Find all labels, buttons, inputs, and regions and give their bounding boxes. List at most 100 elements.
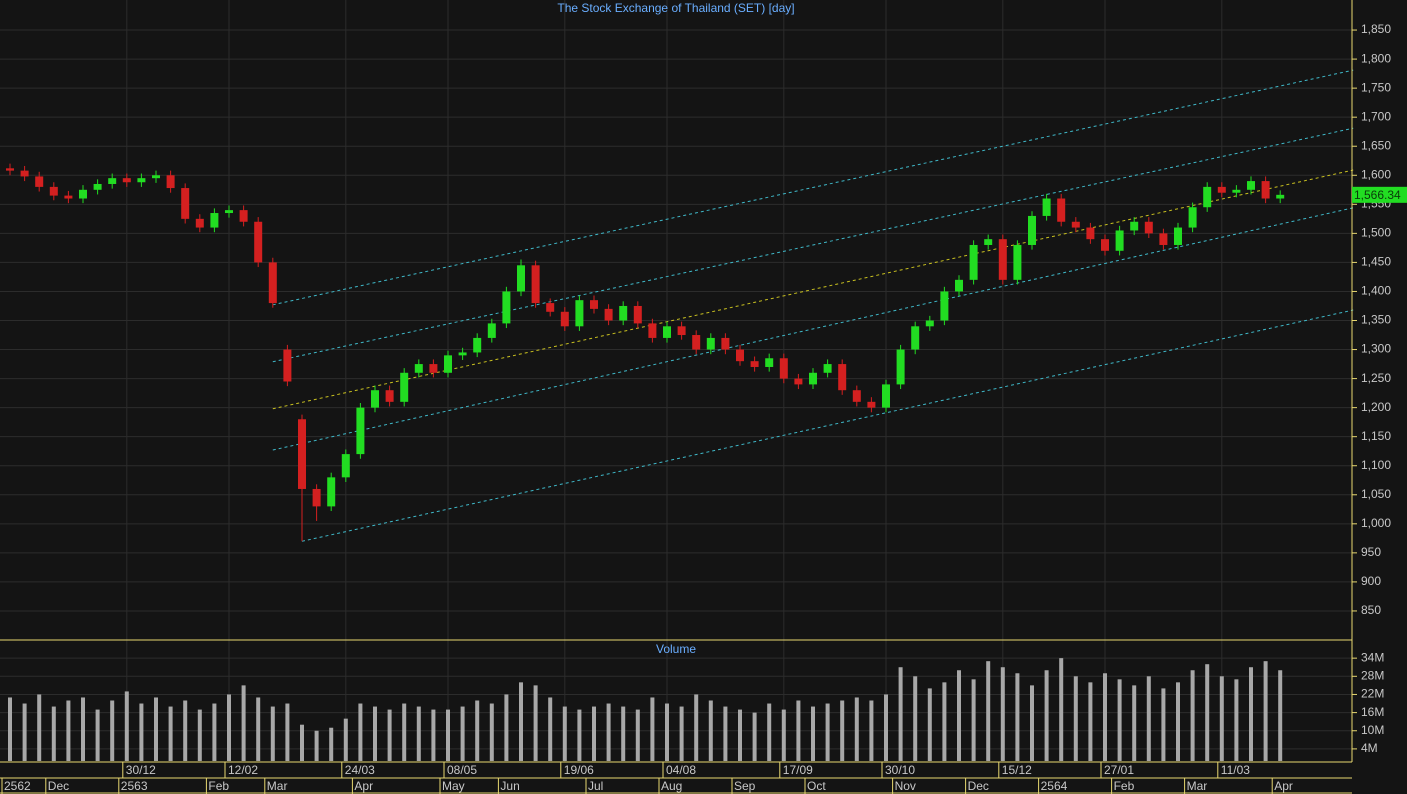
volume-bar (81, 697, 85, 761)
candle-body (867, 401, 876, 408)
candle-body (502, 291, 511, 324)
volume-bar (66, 700, 71, 761)
candle-body (444, 355, 452, 373)
volume-bar (986, 661, 991, 761)
y-tick-label: 34M (1361, 650, 1384, 664)
volume-bar (1073, 676, 1078, 761)
candle-body (35, 176, 44, 187)
volume-bar (840, 700, 845, 761)
candle-body (312, 488, 321, 507)
candle-body (1013, 244, 1022, 280)
period-label: 2563 (121, 779, 148, 793)
candle-body (1057, 198, 1066, 222)
volume-bar (1278, 670, 1283, 761)
volume-bar (621, 706, 626, 761)
candle-body (414, 364, 423, 373)
period-label: Jun (500, 779, 519, 793)
volume-bar (1161, 688, 1166, 761)
volume-title: Volume (656, 642, 696, 656)
candle-body (546, 303, 555, 312)
y-tick-label: 28M (1361, 668, 1384, 682)
candle-body (6, 168, 14, 171)
y-tick-label: 10M (1361, 723, 1384, 737)
candle-body (371, 390, 379, 408)
period-label: 2564 (1041, 779, 1068, 793)
trend-channel-line (301, 309, 1354, 542)
volume-bar (446, 709, 450, 761)
candle-body (64, 195, 73, 199)
y-tick-label: 1,100 (1361, 458, 1391, 472)
volume-bar (1015, 673, 1020, 761)
y-tick-label: 1,050 (1361, 487, 1391, 501)
volume-bar (110, 700, 115, 761)
y-tick-label: 1,800 (1361, 51, 1391, 65)
candle-body (882, 384, 890, 408)
candle-body (1130, 221, 1139, 231)
volume-bar (1176, 682, 1180, 761)
volume-bar (1146, 676, 1151, 761)
candle-body (575, 300, 584, 327)
y-tick-label: 900 (1361, 574, 1381, 588)
volume-bar (752, 712, 757, 761)
candle-body (779, 358, 788, 379)
candle-body (283, 349, 292, 382)
candle-body (925, 320, 934, 327)
volume-bar (971, 679, 976, 761)
candle-body (1188, 207, 1197, 228)
volume-bar (154, 697, 158, 761)
y-tick-label: 1,350 (1361, 313, 1391, 327)
volume-bar (519, 682, 523, 761)
volume-bar (314, 730, 319, 761)
volume-bar (1205, 664, 1210, 761)
volume-bar (913, 676, 918, 761)
y-tick-label: 1,300 (1361, 342, 1391, 356)
volume-bar (416, 706, 421, 761)
x-tick-label: 12/02 (228, 763, 258, 777)
period-label: Dec (968, 779, 989, 793)
volume-bar (124, 691, 129, 761)
volume-bar (329, 727, 334, 761)
volume-bar (548, 697, 553, 761)
volume-bar (95, 709, 100, 761)
candle-body (1217, 186, 1226, 193)
volume-bar (592, 706, 596, 761)
volume-bar (738, 709, 742, 761)
y-tick-label: 1,850 (1361, 22, 1391, 36)
volume-bar (679, 706, 684, 761)
volume-bar (650, 697, 655, 761)
volume-bar (270, 706, 275, 761)
volume-bar (1000, 667, 1005, 761)
candle-body (137, 178, 146, 183)
candle-body (458, 352, 467, 356)
period-label: Oct (807, 779, 826, 793)
period-label: Sep (734, 779, 756, 793)
x-tick-label: 19/06 (564, 763, 594, 777)
period-label: Jul (588, 779, 603, 793)
trend-channel-line (272, 127, 1354, 363)
candle-body (911, 326, 920, 350)
volume-bar (227, 694, 231, 761)
volume-bar (168, 706, 173, 761)
period-label: Mar (1187, 779, 1208, 793)
volume-bar (1088, 682, 1093, 761)
candle-body (152, 175, 160, 179)
candle-body (604, 308, 613, 321)
volume-bar (665, 703, 669, 761)
candle-body (210, 213, 219, 228)
candle-body (955, 279, 963, 292)
trend-channel-line (272, 69, 1354, 306)
x-tick-label: 08/05 (447, 763, 477, 777)
candle-body (298, 419, 306, 489)
volume-bar (1234, 679, 1239, 761)
y-tick-label: 1,600 (1361, 167, 1391, 181)
candle-body (692, 335, 701, 350)
candle-body (1071, 221, 1080, 228)
trend-channel-line (272, 169, 1354, 410)
y-tick-label: 850 (1361, 603, 1381, 617)
y-tick-label: 1,400 (1361, 284, 1391, 298)
period-label: Apr (354, 779, 373, 793)
volume-bar (51, 706, 56, 761)
x-tick-label: 15/12 (1002, 763, 1032, 777)
volume-bar (1059, 658, 1064, 761)
